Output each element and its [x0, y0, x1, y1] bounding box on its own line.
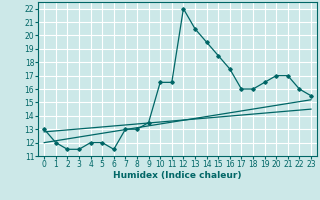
X-axis label: Humidex (Indice chaleur): Humidex (Indice chaleur) — [113, 171, 242, 180]
